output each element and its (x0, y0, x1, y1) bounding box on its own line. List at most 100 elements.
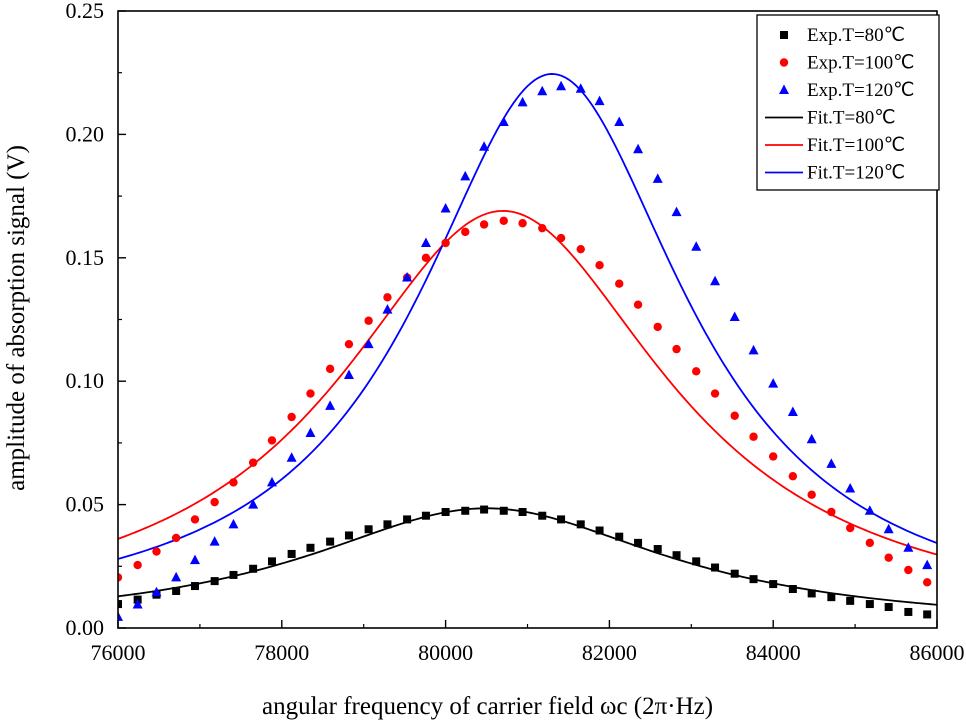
data-point-square (865, 600, 874, 609)
data-point-circle (845, 523, 855, 533)
data-point-square (595, 526, 604, 535)
legend-circle-swatch (779, 58, 789, 67)
data-point-square (788, 585, 797, 594)
y-axis-label: amplitude of absorption signal (V) (3, 145, 30, 491)
x-tick-label: 76000 (91, 640, 146, 665)
legend-label: Fit.T=120℃ (807, 163, 905, 184)
data-point-triangle (768, 378, 779, 388)
data-point-square (904, 607, 913, 616)
x-tick-label: 80000 (418, 640, 473, 665)
data-point-circle (118, 573, 123, 582)
y-tick-label: 0.20 (66, 121, 105, 146)
data-point-circle (576, 244, 585, 254)
data-point-triangle (748, 344, 759, 355)
data-point-square (267, 557, 276, 566)
data-point-square (461, 506, 470, 515)
data-point-square (653, 545, 662, 554)
data-point-circle (595, 261, 604, 270)
data-point-circle (865, 538, 875, 548)
axes: 76000 78000 80000 82000 84000 86000 0.00 0.05 0.… (66, 0, 965, 665)
data-point-square (749, 575, 758, 584)
data-point-circle (461, 227, 470, 237)
data-point-square (634, 538, 643, 547)
data-point-square (538, 511, 547, 520)
data-point-circle (190, 515, 200, 524)
data-point-square (827, 593, 836, 602)
x-axis-label: angular frequency of carrier field ωc (2… (262, 693, 713, 720)
x-tick-label: 86000 (910, 640, 965, 665)
data-point-square (441, 508, 450, 517)
data-point-circle (538, 223, 547, 233)
data-point-circle (344, 339, 354, 349)
data-point-circle (499, 216, 508, 225)
legend-label: Fit.T=100℃ (807, 135, 905, 156)
data-point-triangle (343, 369, 354, 380)
data-point-square (326, 537, 335, 546)
data-point-square (172, 586, 181, 595)
data-point-triangle (652, 173, 663, 183)
data-point-circle (248, 458, 258, 467)
data-point-triangle (826, 458, 837, 468)
data-point-triangle (171, 571, 182, 582)
data-point-square (383, 520, 392, 529)
data-point-square (210, 577, 219, 586)
legend-label: Exp.T=120℃ (807, 80, 915, 101)
data-point-square (344, 531, 353, 540)
y-tick-label: 0.05 (66, 492, 105, 517)
data-point-circle (152, 547, 161, 556)
data-point-triangle (556, 80, 567, 91)
data-point-triangle (151, 586, 162, 597)
data-point-circle (692, 367, 701, 376)
data-point-triangle (266, 476, 277, 487)
data-point-triangle (248, 499, 259, 509)
data-point-triangle (132, 599, 143, 609)
data-point-square (769, 580, 778, 589)
data-point-triangle (498, 116, 509, 127)
data-point-square (499, 506, 508, 515)
legend-label: Fit.T=80℃ (807, 108, 896, 129)
x-tick-label: 78000 (254, 640, 309, 665)
data-point-square (730, 569, 739, 578)
legend-triangle-swatch (779, 84, 789, 94)
data-point-square (557, 515, 566, 524)
data-point-triangle (922, 559, 933, 570)
data-point-circle (749, 432, 758, 441)
data-point-triangle (402, 272, 413, 282)
data-point-square (711, 563, 720, 572)
data-point-square (576, 520, 585, 529)
x-tick-label: 84000 (746, 640, 801, 665)
data-point-triangle (209, 536, 220, 546)
legend: Exp.T=80℃ Exp.T=100℃ Exp.T=120℃ Fit.T=80℃ Fi… (756, 14, 940, 191)
data-point-square (846, 596, 855, 605)
data-point-triangle (594, 95, 605, 106)
data-point-triangle (440, 202, 451, 213)
legend-label: Exp.T=80℃ (807, 25, 905, 46)
data-point-circle (884, 553, 893, 562)
legend-box (756, 14, 940, 191)
data-point-circle (229, 478, 238, 487)
data-point-triangle (883, 523, 894, 534)
plot-area (118, 73, 937, 621)
data-point-square (190, 582, 199, 591)
data-point-circle (653, 322, 662, 332)
data-point-triangle (382, 304, 393, 314)
data-point-circle (133, 560, 142, 570)
data-point-circle (769, 452, 778, 461)
data-point-triangle (845, 483, 856, 493)
data-point-triangle (118, 611, 123, 621)
data-point-circle (210, 497, 219, 507)
data-point-circle (615, 279, 624, 288)
legend-square-swatch (780, 31, 788, 39)
data-point-circle (518, 219, 527, 228)
data-point-triangle (305, 427, 316, 438)
data-point-square (421, 511, 430, 520)
data-point-triangle (460, 170, 471, 181)
data-point-circle (441, 238, 450, 248)
data-point-triangle (189, 554, 200, 565)
data-point-triangle (614, 116, 625, 127)
y-tick-label: 0.25 (66, 0, 105, 23)
data-point-triangle (479, 141, 490, 151)
data-point-circle (287, 412, 296, 422)
legend-label: Exp.T=100℃ (807, 53, 915, 74)
